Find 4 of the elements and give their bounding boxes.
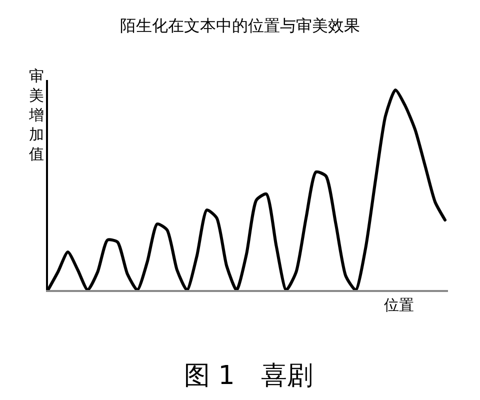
caption: 图 1 喜剧 bbox=[184, 361, 313, 391]
y-axis-title: 审美增加值 bbox=[28, 67, 44, 163]
x-axis-title: 位置 bbox=[384, 296, 414, 314]
chart-title: 陌生化在文本中的位置与审美效果 bbox=[120, 16, 360, 36]
